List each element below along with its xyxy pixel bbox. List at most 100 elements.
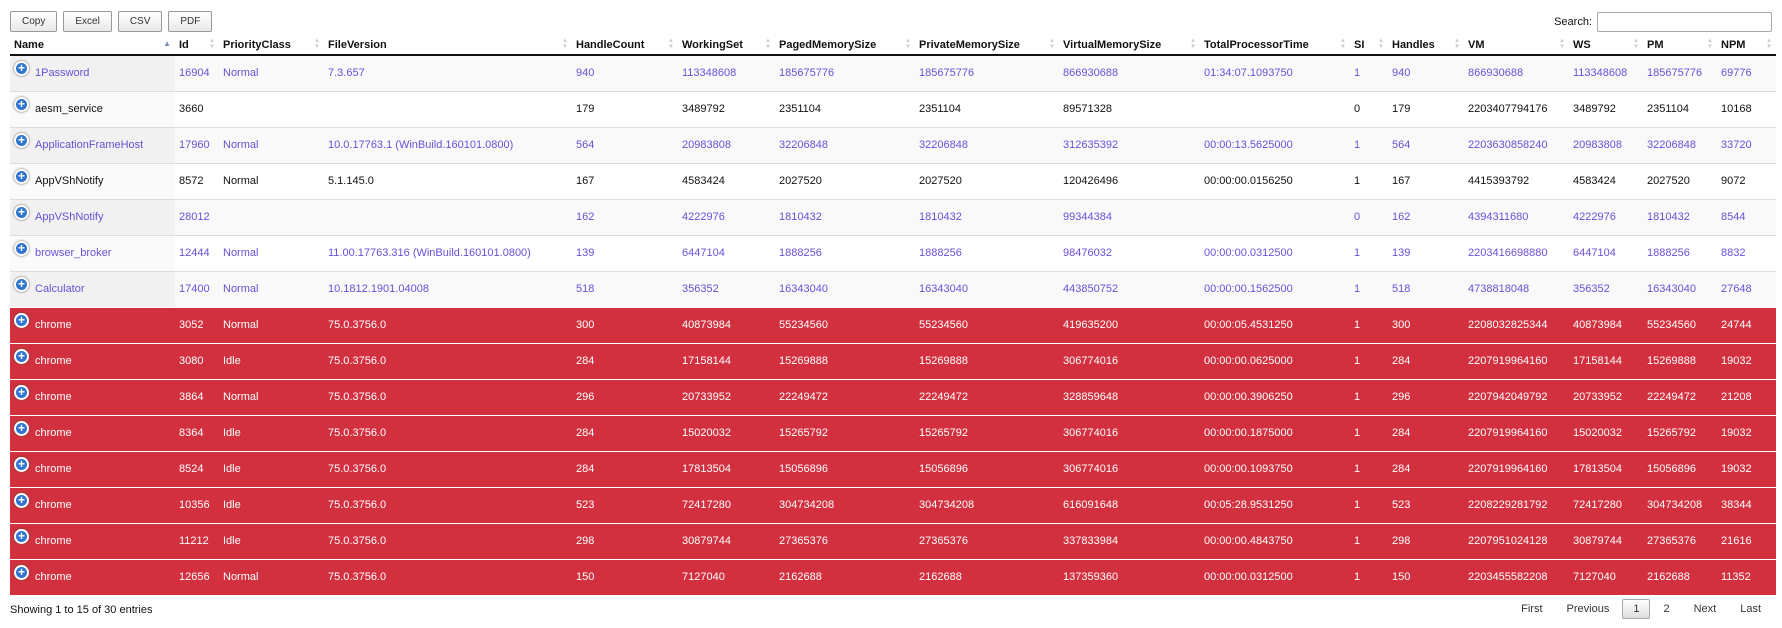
cell-value: 15269888: [919, 355, 968, 367]
column-header[interactable]: HandleCount ▲▼: [572, 35, 678, 56]
expand-icon[interactable]: +: [14, 565, 29, 581]
table-row: + Calculator 17400 Normal 10.1812.1901.04008…: [10, 270, 1776, 307]
expand-icon[interactable]: +: [14, 169, 29, 184]
process-table: Name ▲ Id ▲▼ PriorityClass ▲▼ FileVersion ▲▼ Han…: [10, 35, 1776, 595]
cell-value: 306774016: [1063, 463, 1119, 475]
expand-icon[interactable]: +: [14, 313, 29, 328]
cell-value: 4222976: [1573, 211, 1616, 223]
expand-icon[interactable]: +: [14, 349, 29, 364]
process-name: chrome: [35, 499, 72, 511]
cell-value: 518: [1392, 283, 1411, 295]
table-cell: 113348608: [1569, 54, 1643, 91]
table-cell: 185675776: [915, 54, 1059, 91]
cell-value: 16343040: [919, 283, 968, 295]
column-header[interactable]: NPM ▲▼: [1717, 35, 1776, 56]
table-cell: 75.0.3756.0: [324, 558, 572, 595]
expand-icon[interactable]: +: [14, 421, 29, 436]
expand-icon[interactable]: +: [14, 457, 29, 472]
table-cell: 55234560: [1643, 306, 1717, 343]
column-header[interactable]: PM ▲▼: [1643, 35, 1717, 56]
cell-value: 284: [1392, 355, 1411, 367]
table-cell: 00:00:00.3906250: [1200, 378, 1350, 415]
table-cell: 15056896: [915, 450, 1059, 487]
cell-value: 300: [576, 319, 595, 331]
cell-value: 72417280: [1573, 499, 1622, 511]
page-button[interactable]: Last: [1740, 603, 1761, 615]
column-header[interactable]: WS ▲▼: [1569, 35, 1643, 56]
column-header[interactable]: FileVersion ▲▼: [324, 35, 572, 56]
table-cell: 27365376: [775, 522, 915, 559]
table-cell: 40873984: [678, 306, 775, 343]
table-cell: 1888256: [1643, 234, 1717, 271]
cell-value: 17813504: [682, 463, 731, 475]
expand-icon[interactable]: +: [14, 493, 29, 508]
column-header[interactable]: SI ▲▼: [1350, 35, 1388, 56]
page-button[interactable]: 2: [1663, 603, 1670, 615]
table-cell: 2162688: [915, 558, 1059, 595]
column-header[interactable]: VM ▲▼: [1464, 35, 1569, 56]
table-cell: 167: [1388, 162, 1464, 199]
export-button[interactable]: Excel: [63, 11, 112, 32]
cell-value: 15056896: [779, 463, 828, 475]
table-cell: 15056896: [775, 450, 915, 487]
column-header[interactable]: Id ▲▼: [175, 35, 219, 56]
expand-icon[interactable]: +: [14, 205, 29, 220]
expand-icon[interactable]: +: [14, 97, 29, 112]
table-cell: Normal: [219, 234, 324, 271]
cell-value: Idle: [223, 499, 241, 511]
cell-value: 4583424: [682, 175, 725, 187]
cell-value: 1: [1354, 355, 1361, 367]
column-header[interactable]: Handles ▲▼: [1388, 35, 1464, 56]
cell-value: 1: [1354, 139, 1361, 151]
expand-icon[interactable]: +: [14, 133, 29, 148]
expand-icon[interactable]: +: [14, 241, 29, 256]
table-cell: 940: [572, 54, 678, 91]
page-button[interactable]: 1: [1622, 599, 1651, 619]
table-cell: 1: [1350, 486, 1388, 523]
column-header[interactable]: PriorityClass ▲▼: [219, 35, 324, 56]
table-cell: Normal: [219, 558, 324, 595]
cell-value: 2351104: [1647, 103, 1690, 115]
table-cell: 3052: [175, 306, 219, 343]
cell-value: 139: [1392, 247, 1411, 259]
search-input[interactable]: [1597, 12, 1772, 32]
export-button[interactable]: PDF: [168, 11, 213, 32]
cell-value: 2351104: [919, 103, 962, 115]
column-header[interactable]: VirtualMemorySize ▲▼: [1059, 35, 1200, 56]
page-button[interactable]: First: [1521, 603, 1543, 615]
expand-icon[interactable]: +: [14, 385, 29, 400]
column-header[interactable]: WorkingSet ▲▼: [678, 35, 775, 56]
table-cell: 17158144: [1569, 342, 1643, 379]
page-button[interactable]: Previous: [1566, 603, 1610, 615]
table-cell: 22249472: [1643, 378, 1717, 415]
export-button[interactable]: Copy: [10, 11, 58, 32]
table-cell: 21616: [1717, 522, 1776, 559]
column-header[interactable]: TotalProcessorTime ▲▼: [1200, 35, 1350, 56]
cell-value: 2027520: [1647, 175, 1690, 187]
cell-value: 98476032: [1063, 247, 1112, 259]
table-cell: 1: [1350, 162, 1388, 199]
cell-value: 11212: [179, 535, 209, 547]
table-row: + chrome 3080 Idle 75.0.3756.0 284 17158144 152…: [10, 342, 1776, 379]
export-button[interactable]: CSV: [117, 11, 163, 32]
process-name: Calculator: [35, 283, 85, 295]
sort-icon: ▲▼: [314, 38, 320, 50]
cell-value: 139: [576, 247, 595, 259]
expand-icon[interactable]: +: [14, 529, 29, 544]
column-title: WorkingSet: [682, 38, 743, 51]
export-buttons: Copy Excel CSV PDF: [10, 11, 213, 32]
table-row: + browser_broker 12444 Normal 11.00.17763.31…: [10, 234, 1776, 271]
page-button[interactable]: Next: [1693, 603, 1717, 615]
table-cell: 69776: [1717, 54, 1776, 91]
table-cell: 306774016: [1059, 450, 1200, 487]
column-header[interactable]: PrivateMemorySize ▲▼: [915, 35, 1059, 56]
cell-value: 150: [576, 571, 595, 584]
table-cell: 28012: [175, 198, 219, 235]
table-cell: 10.1812.1901.04008: [324, 270, 572, 307]
column-header[interactable]: PagedMemorySize ▲▼: [775, 35, 915, 56]
table-cell: 150: [1388, 558, 1464, 595]
cell-value: 298: [576, 535, 595, 547]
expand-icon[interactable]: +: [14, 277, 29, 292]
expand-icon[interactable]: +: [14, 61, 29, 77]
column-header[interactable]: Name ▲: [10, 35, 175, 56]
